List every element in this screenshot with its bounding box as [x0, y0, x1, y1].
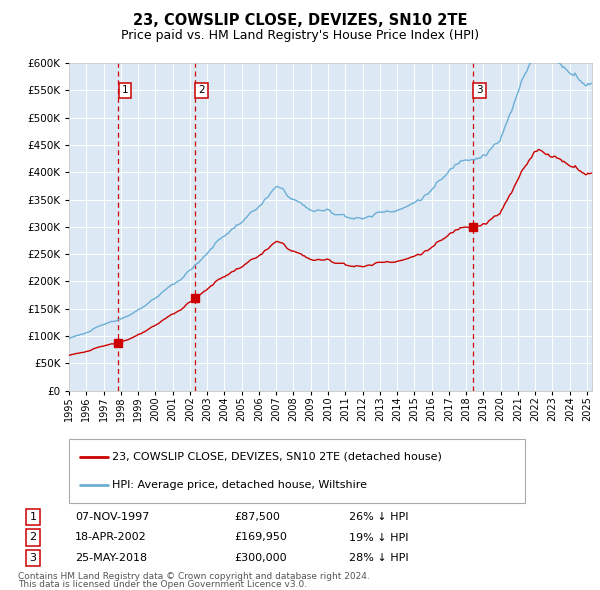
Text: 23, COWSLIP CLOSE, DEVIZES, SN10 2TE (detached house): 23, COWSLIP CLOSE, DEVIZES, SN10 2TE (de… — [112, 452, 442, 462]
Text: 2: 2 — [198, 86, 205, 96]
Text: £87,500: £87,500 — [235, 512, 280, 522]
Text: 19% ↓ HPI: 19% ↓ HPI — [349, 533, 408, 542]
Text: 26% ↓ HPI: 26% ↓ HPI — [349, 512, 408, 522]
Text: 3: 3 — [29, 553, 37, 563]
FancyBboxPatch shape — [69, 439, 525, 503]
Text: 2: 2 — [29, 533, 37, 542]
Text: 07-NOV-1997: 07-NOV-1997 — [75, 512, 149, 522]
Text: 25-MAY-2018: 25-MAY-2018 — [75, 553, 147, 563]
Text: Contains HM Land Registry data © Crown copyright and database right 2024.: Contains HM Land Registry data © Crown c… — [18, 572, 370, 581]
Text: 3: 3 — [476, 86, 483, 96]
Text: 1: 1 — [121, 86, 128, 96]
Text: 1: 1 — [29, 512, 37, 522]
Text: Price paid vs. HM Land Registry's House Price Index (HPI): Price paid vs. HM Land Registry's House … — [121, 29, 479, 42]
Text: HPI: Average price, detached house, Wiltshire: HPI: Average price, detached house, Wilt… — [112, 480, 367, 490]
Text: This data is licensed under the Open Government Licence v3.0.: This data is licensed under the Open Gov… — [18, 579, 307, 589]
Text: £169,950: £169,950 — [235, 533, 287, 542]
Text: £300,000: £300,000 — [235, 553, 287, 563]
Text: 23, COWSLIP CLOSE, DEVIZES, SN10 2TE: 23, COWSLIP CLOSE, DEVIZES, SN10 2TE — [133, 13, 467, 28]
Text: 18-APR-2002: 18-APR-2002 — [75, 533, 147, 542]
Text: 28% ↓ HPI: 28% ↓ HPI — [349, 553, 408, 563]
